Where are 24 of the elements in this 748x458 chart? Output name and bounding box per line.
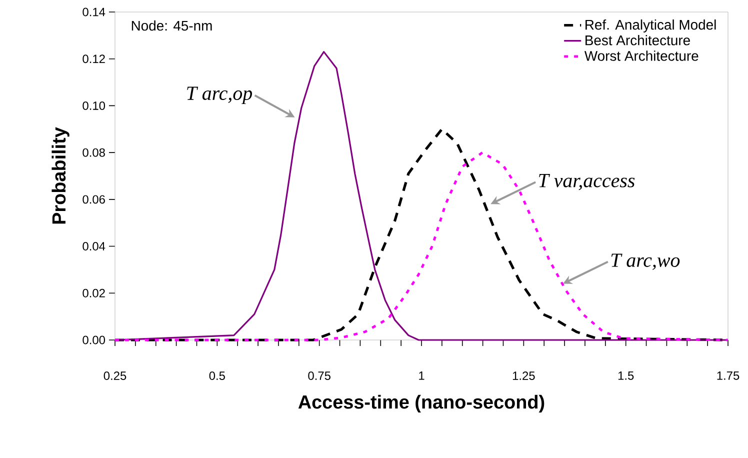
- x-tick-label: 0.5: [209, 372, 225, 380]
- annotation: T arc,op: [187, 86, 252, 104]
- y-tick-label: 0.14: [82, 8, 106, 16]
- x-tick-label: 1.75: [717, 372, 740, 380]
- x-tick-label: 0.75: [308, 372, 330, 380]
- legend-label: Ref. Analytical Model: [586, 19, 716, 32]
- x-tick-label: 1: [419, 372, 424, 380]
- y-tick-label: 0.06: [82, 195, 105, 204]
- legend-label: Best Architecture: [586, 35, 690, 46]
- x-tick-label: 1.25: [512, 372, 535, 380]
- annotation: T var,access: [539, 174, 635, 190]
- x-tick-label: 1.5: [618, 372, 634, 380]
- x-axis-title: Access-time (nano-second): [298, 394, 544, 412]
- y-tick-label: 0.08: [82, 148, 105, 157]
- legend-label: Worst Architecture: [584, 50, 698, 61]
- annotation: Node: 45-nm: [132, 20, 212, 31]
- y-tick-label: 0.12: [82, 54, 105, 64]
- x-tick-label: 0.25: [104, 372, 126, 380]
- y-tick-label: 0.02: [82, 288, 105, 298]
- y-axis-title: Probability: [52, 127, 70, 224]
- y-tick-label: 0.04: [82, 242, 106, 251]
- y-tick-label: 0.10: [82, 101, 106, 110]
- y-tick-label: 0.00: [82, 336, 106, 344]
- annotation: T arc,wo: [611, 254, 680, 270]
